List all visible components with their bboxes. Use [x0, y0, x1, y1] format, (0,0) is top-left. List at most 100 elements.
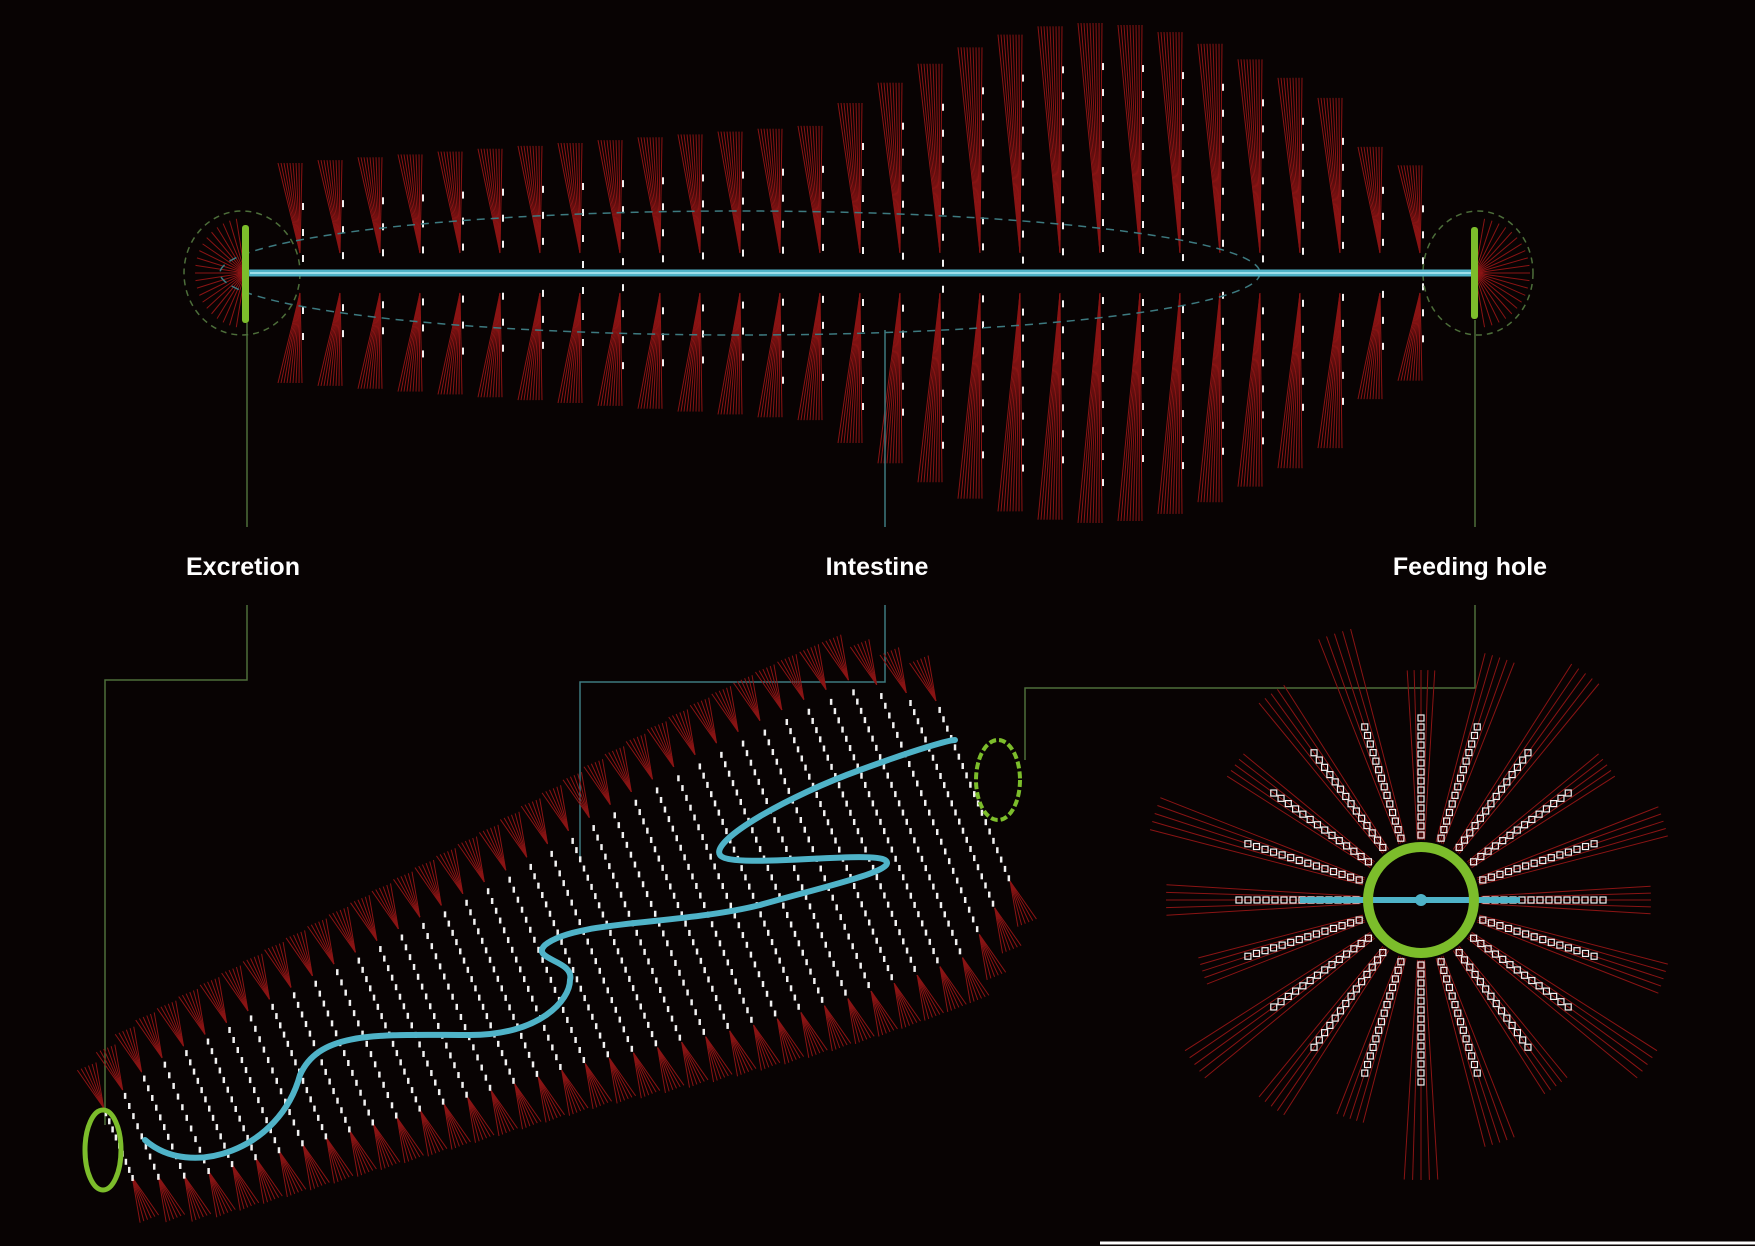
segment-tick	[348, 1126, 351, 1133]
segment-tick	[635, 929, 638, 936]
segment-tick	[942, 363, 944, 371]
spine	[916, 974, 930, 1020]
segment-box	[1287, 854, 1295, 862]
segment-tick	[898, 865, 901, 872]
segment-tick	[508, 1004, 511, 1011]
spine	[1339, 292, 1343, 449]
spine	[711, 693, 739, 732]
segment-tick	[200, 1087, 203, 1094]
segment-tick	[1182, 254, 1184, 262]
segment-tick	[1222, 187, 1224, 195]
segment-box	[1331, 1014, 1339, 1022]
segment-box	[1363, 821, 1371, 830]
spine	[195, 272, 246, 282]
spine	[1474, 250, 1526, 274]
spine	[253, 956, 270, 1000]
segment-tick	[662, 307, 664, 315]
segment-tick	[1262, 177, 1264, 185]
spine	[1342, 956, 1402, 1117]
segment-tick	[566, 889, 569, 896]
segment-tick	[108, 1118, 111, 1125]
segment-tick	[730, 969, 734, 976]
spine	[419, 154, 423, 254]
segment-tick	[508, 876, 511, 883]
spine	[99, 1050, 124, 1091]
spine	[393, 879, 421, 918]
segment-tick	[732, 846, 736, 853]
spine	[615, 749, 632, 792]
segment-box	[1342, 950, 1351, 958]
spine	[185, 993, 206, 1035]
spine	[1439, 956, 1501, 1143]
segment-tick	[302, 255, 304, 262]
spine	[282, 941, 292, 988]
segment-tick	[594, 958, 598, 965]
segment-tick	[733, 912, 737, 919]
spine	[632, 1052, 657, 1093]
segment-box	[1513, 927, 1521, 935]
segment-tick	[560, 938, 563, 945]
segment-box	[1292, 987, 1300, 995]
segment-box	[1482, 807, 1490, 815]
segment-tick	[621, 832, 625, 839]
segment-tick	[637, 871, 641, 878]
segment-tick	[965, 836, 969, 843]
spine	[368, 895, 378, 941]
spine	[255, 1158, 272, 1201]
spine	[561, 1070, 574, 1115]
segment-tick	[566, 1016, 569, 1023]
segment-box	[1479, 876, 1487, 884]
segment-tick	[742, 223, 744, 231]
segment-tick	[807, 708, 811, 715]
segment-tick	[902, 148, 904, 156]
spine	[490, 1090, 518, 1129]
spine	[443, 852, 464, 894]
spine	[800, 1012, 821, 1054]
spine	[203, 983, 227, 1023]
segment-tick	[582, 209, 584, 216]
segment-tick	[188, 1059, 192, 1066]
segment-tick	[477, 928, 480, 935]
segment-tick	[982, 243, 984, 251]
segment-tick	[1382, 186, 1384, 194]
segment-tick	[897, 800, 901, 807]
segment-box	[1377, 1018, 1386, 1026]
spine	[791, 655, 805, 700]
segment-tick	[804, 764, 807, 771]
segment-tick	[701, 834, 704, 841]
segment-tick	[582, 1057, 586, 1064]
spine	[475, 836, 485, 883]
spine	[584, 1063, 598, 1108]
segment-tick	[542, 315, 544, 323]
segment-tick	[738, 988, 741, 995]
segment-tick	[1062, 352, 1064, 360]
segment-box	[1417, 1060, 1425, 1068]
segment-tick	[244, 1067, 248, 1074]
segment-box	[1417, 1051, 1425, 1059]
spine	[579, 142, 583, 254]
segment-tick	[720, 751, 723, 758]
side-view-spines	[195, 22, 1530, 524]
segment-tick	[394, 1112, 398, 1119]
segment-tick	[828, 951, 831, 958]
spine	[349, 1130, 370, 1173]
spine	[222, 223, 246, 274]
segment-tick	[361, 966, 364, 973]
spine	[1179, 32, 1183, 254]
segment-tick	[647, 958, 650, 965]
segment-tick	[775, 758, 779, 765]
spine	[777, 661, 805, 700]
segment-tick	[1102, 479, 1104, 487]
segment-box	[1581, 949, 1590, 958]
segment-tick	[1142, 195, 1144, 203]
segment-tick	[669, 883, 672, 890]
spine	[909, 662, 937, 702]
segment-tick	[823, 810, 826, 817]
segment-tick	[458, 948, 462, 955]
segment-tick	[662, 333, 664, 341]
spine	[390, 883, 399, 929]
segment-tick	[707, 976, 710, 983]
spine	[255, 1157, 283, 1197]
segment-box	[1496, 870, 1504, 878]
segment-tick	[982, 139, 984, 147]
